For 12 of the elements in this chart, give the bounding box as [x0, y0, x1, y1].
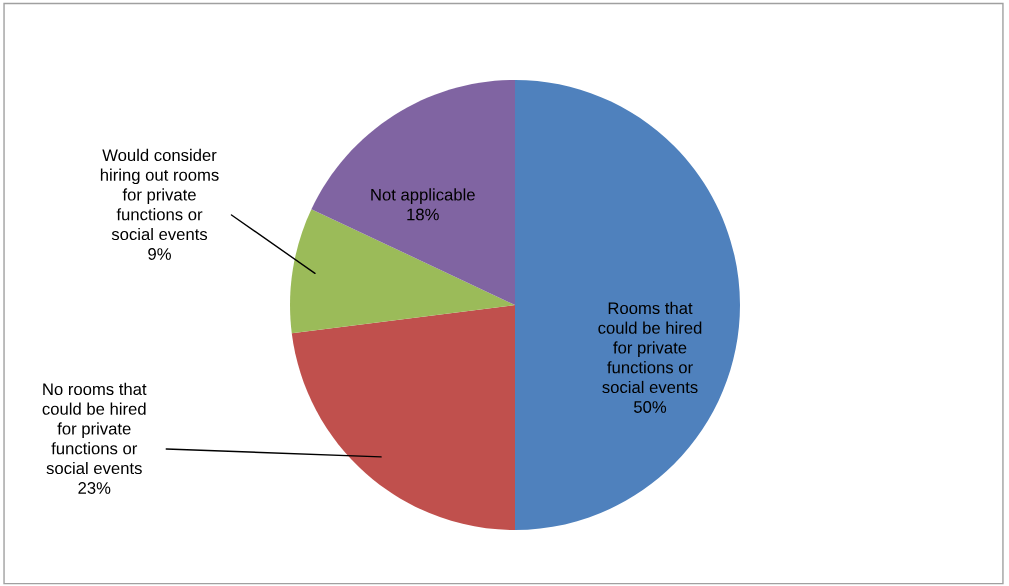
- pie-slice: [291, 305, 515, 530]
- slice-label: No rooms that could be hired for private functions or social events: [42, 382, 147, 475]
- data-label: 9%: [148, 248, 171, 260]
- data-label: 50%: [633, 401, 667, 413]
- slice-label: Rooms that could be hired for private functions or social events: [598, 301, 702, 394]
- pie-slice: [290, 209, 515, 334]
- data-label: 18%: [407, 208, 439, 221]
- data-label: 23%: [78, 482, 111, 494]
- slice-label: Would consider hiring out rooms for private functions or social events: [100, 148, 219, 241]
- slice-label: Not applicable: [371, 188, 475, 204]
- pie-slice: [515, 80, 740, 530]
- pie-slice: [311, 80, 515, 305]
